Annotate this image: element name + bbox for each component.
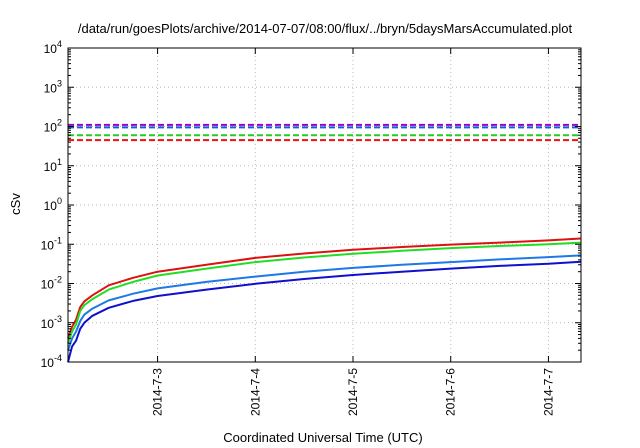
x-tick-label: 2014-7-6 <box>444 368 458 416</box>
x-tick-label: 2014-7-5 <box>346 368 360 416</box>
x-tick-label: 2014-7-4 <box>248 368 262 416</box>
axis-ticks: 10-4 10-3 10-2 10-1 100 101 102 103 104 2014-7-3 2… <box>41 39 581 416</box>
threshold-lines <box>68 123 581 142</box>
y-tick-label: 10-1 <box>41 235 62 252</box>
grid <box>68 48 581 362</box>
series-line <box>67 260 582 363</box>
y-tick-label: 102 <box>44 118 62 135</box>
y-tick-label: 101 <box>44 157 62 174</box>
y-tick-label: 103 <box>44 78 62 95</box>
x-axis-label: Coordinated Universal Time (UTC) <box>223 430 422 445</box>
y-axis-label-group: cSv <box>8 193 23 215</box>
y-tick-label: 104 <box>44 39 62 56</box>
y-tick-label: 100 <box>44 196 62 213</box>
x-tick-label: 2014-7-3 <box>151 368 165 416</box>
x-tick-label: 2014-7-7 <box>541 368 555 416</box>
chart-title: /data/run/goesPlots/archive/2014-07-07/0… <box>78 21 573 36</box>
data-series <box>67 237 582 363</box>
y-tick-label: 10-2 <box>41 275 62 292</box>
series-line <box>67 237 582 339</box>
series-line <box>67 254 582 351</box>
series-line <box>67 241 582 344</box>
y-tick-label: 10-3 <box>41 314 62 331</box>
y-axis-label: cSv <box>8 193 23 215</box>
y-tick-label: 10-4 <box>41 353 62 370</box>
